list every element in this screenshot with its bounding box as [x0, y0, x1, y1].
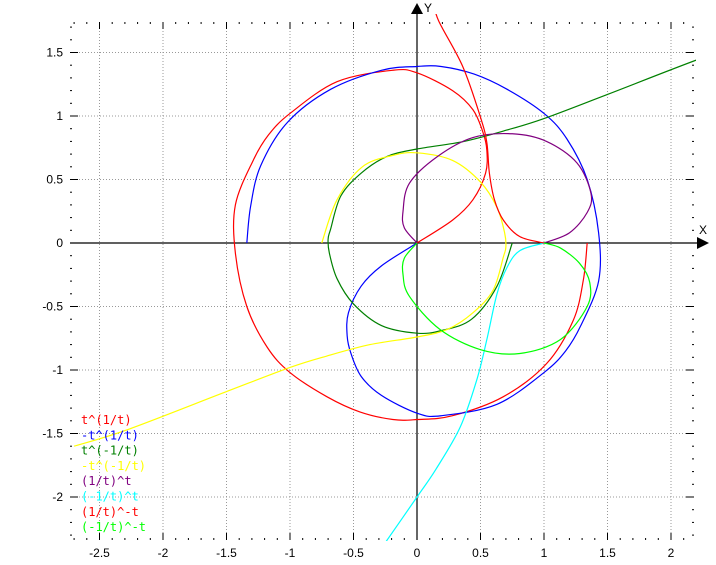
y-tick-label: 0 — [56, 236, 63, 250]
legend-entry: (1/t)^-t — [81, 505, 139, 519]
y-tick-label: 1.5 — [46, 46, 63, 60]
x-tick-label: 0 — [414, 546, 421, 560]
series-curve-6 — [435, 14, 545, 244]
x-tick-label: 2 — [668, 546, 675, 560]
legend: t^(1/t)-t^(1/t) t^(-1/t)-t^(-1/t)(1/t)^t (… — [81, 413, 146, 534]
y-tick-label: 0.5 — [46, 173, 63, 187]
grid — [70, 22, 694, 540]
series-curve-4 — [401, 132, 593, 244]
series-curve-1 — [246, 65, 602, 418]
y-tick-labels: -2 -1.5 -1 -0.5 0 0.5 1 1.5 — [42, 46, 63, 505]
x-tick-label: -1 — [285, 546, 296, 560]
x-tick-label: -2 — [158, 546, 169, 560]
x-axis-arrow-icon — [697, 237, 709, 249]
y-tick-label: 1 — [56, 109, 63, 123]
legend-entry: -t^(1/t) — [81, 428, 139, 442]
y-axis-label: Y — [424, 1, 432, 15]
x-axis-label: X — [699, 223, 707, 237]
x-tick-label: 1 — [541, 546, 548, 560]
legend-entry: (-1/t)^-t — [81, 520, 146, 534]
legend-entry: (1/t)^t — [81, 474, 132, 488]
axes: X Y — [70, 1, 709, 540]
y-tick-label: -0.5 — [42, 300, 63, 314]
x-tick-label: -2.5 — [89, 546, 110, 560]
x-tick-label: -0.5 — [343, 546, 364, 560]
legend-entry: -t^(-1/t) — [81, 459, 146, 473]
y-tick-label: -2 — [52, 490, 63, 504]
y-axis-arrow-icon — [411, 3, 423, 14]
x-tick-label: 0.5 — [472, 546, 489, 560]
y-tick-label: -1.5 — [42, 427, 63, 441]
y-tick-label: -1 — [52, 363, 63, 377]
x-tick-label: -1.5 — [216, 546, 237, 560]
legend-entry: t^(1/t) — [81, 413, 132, 427]
curves — [73, 14, 696, 541]
legend-entry: t^(-1/t) — [81, 444, 139, 458]
series-curve-2 — [327, 59, 696, 335]
series-curve-5 — [385, 242, 545, 541]
frame-ticks — [70, 22, 694, 540]
x-tick-label: 1.5 — [599, 546, 616, 560]
series-curve-3 — [73, 151, 507, 447]
series-curve-7 — [401, 242, 592, 355]
legend-entry: (-1/t)^t — [81, 490, 139, 504]
x-tick-labels: -2.5 -2 -1.5 -1 -0.5 0 0.5 1 1.5 2 — [89, 546, 675, 560]
